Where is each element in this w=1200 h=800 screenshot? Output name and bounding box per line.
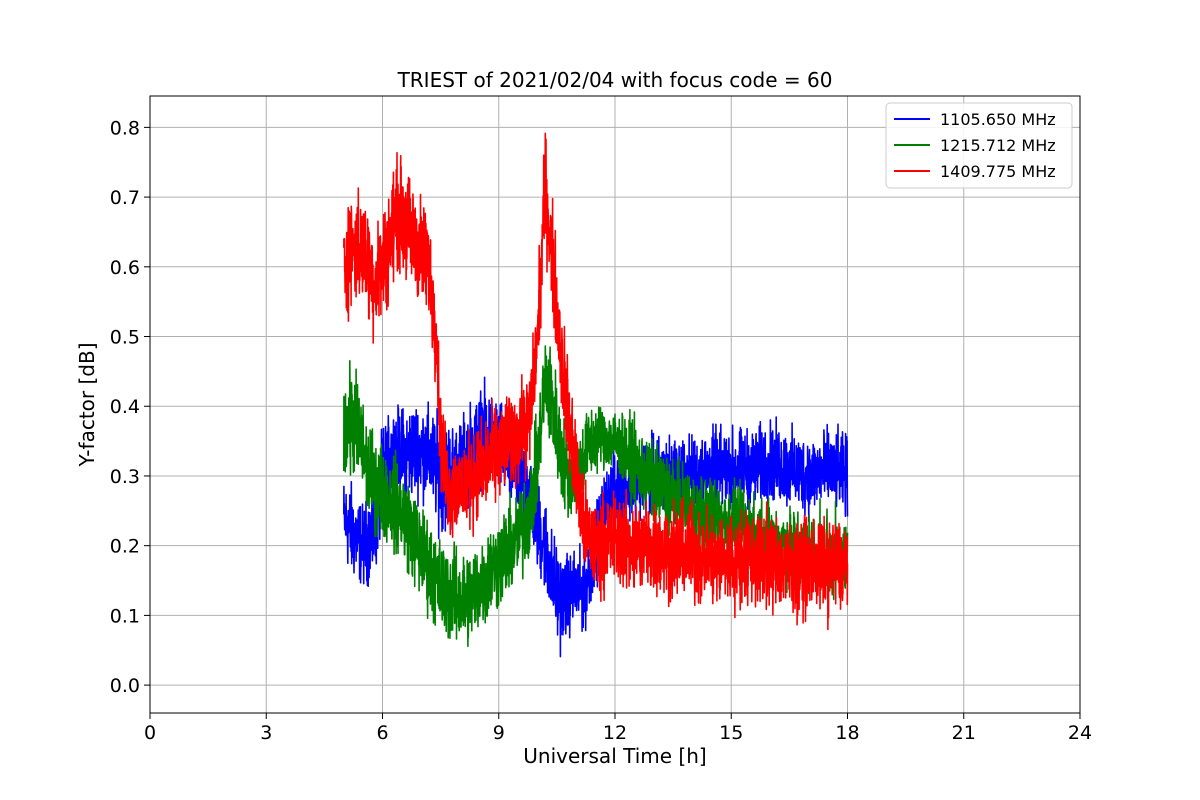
y-tick-label: 0.3 [110, 466, 140, 488]
legend-label: 1215.712 MHz [940, 136, 1056, 155]
y-tick-label: 0.6 [110, 257, 140, 279]
series-line [343, 132, 849, 631]
x-tick-label: 18 [835, 722, 859, 744]
y-tick-label: 0.7 [110, 187, 140, 209]
chart-title: TRIEST of 2021/02/04 with focus code = 6… [397, 68, 833, 92]
y-tick-label: 0.1 [110, 605, 140, 627]
y-tick-label: 0.2 [110, 536, 140, 558]
y-tick-label: 0.5 [110, 327, 140, 349]
x-tick-label: 3 [260, 722, 272, 744]
x-axis-label: Universal Time [h] [523, 744, 706, 768]
plot-series [343, 132, 849, 658]
y-axis-label: Y-factor [dB] [75, 342, 99, 467]
y-tick-label: 0.8 [110, 117, 140, 139]
x-tick-label: 21 [952, 722, 976, 744]
axis-ticks: 0 3 6 9 12 15 18 21 24 0.0 0.1 0.2 0.3 0.4 0.5 0.6 0.7 0.… [110, 117, 1092, 744]
legend-label: 1409.775 MHz [940, 162, 1056, 181]
legend: 1105.650 MHz 1215.712 MHz 1409.775 MHz [885, 102, 1073, 189]
x-tick-label: 0 [144, 722, 156, 744]
x-tick-label: 9 [493, 722, 505, 744]
x-tick-label: 15 [719, 722, 743, 744]
x-tick-label: 24 [1068, 722, 1092, 744]
x-tick-label: 12 [603, 722, 627, 744]
y-tick-label: 0.4 [110, 396, 140, 418]
legend-box [885, 102, 1073, 189]
y-tick-label: 0.0 [110, 675, 140, 697]
legend-label: 1105.650 MHz [940, 110, 1056, 129]
x-tick-label: 6 [376, 722, 388, 744]
